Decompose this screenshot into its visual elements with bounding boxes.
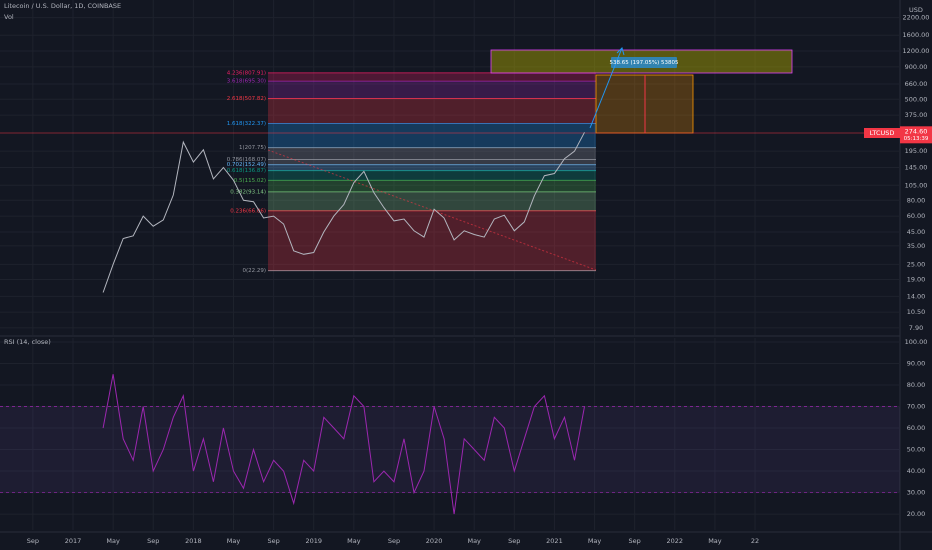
fib-band [268, 147, 596, 160]
measure-arrow-head [616, 47, 625, 56]
fib-label: 0.702(152.49) [227, 162, 266, 168]
x-tick-label: 2019 [305, 537, 322, 545]
y-tick-label: 14.00 [907, 292, 926, 300]
fib-label: 1(207.75) [239, 145, 266, 151]
x-tick-label: May [708, 537, 722, 545]
y-tick-label: 19.00 [907, 275, 926, 283]
fib-label: 0.5(115.02) [234, 178, 266, 184]
fib-label: 1.618(322.37) [227, 121, 266, 127]
header-rsi: RSI (14, close) [4, 338, 51, 346]
x-tick-label: 2020 [426, 537, 443, 545]
y-tick-label: 375.00 [905, 111, 928, 119]
fib-band [268, 123, 596, 148]
series-line [102, 374, 585, 515]
x-tick-label: Sep [27, 537, 39, 545]
last-price-box [900, 126, 932, 144]
y-tick-label: 35.00 [907, 242, 926, 250]
x-tick-label: May [588, 537, 602, 545]
y-tick-label: 105.00 [905, 181, 928, 189]
y-tick-label: 195.00 [905, 147, 928, 155]
series [102, 132, 585, 515]
x-tick-label: Sep [629, 537, 641, 545]
y-tick-label: 500.00 [905, 95, 928, 103]
symbol-tag: LTCUSD [870, 129, 895, 137]
fib-label: 0.618(136.87) [227, 168, 266, 174]
x-tick-label: May [106, 537, 120, 545]
rsi-tick-label: 20.00 [907, 510, 926, 518]
fib-band [268, 164, 596, 171]
y-tick-label: 660.00 [905, 80, 928, 88]
rsi-tick-label: 100.00 [905, 338, 928, 346]
header-symbol: Litecoin / U.S. Dollar, 1D, COINBASE [4, 2, 121, 10]
x-tick-label: 2017 [65, 537, 82, 545]
x-tick-label: May [347, 537, 361, 545]
fib-band [268, 210, 596, 271]
x-tick-label: Sep [147, 537, 159, 545]
x-tick-label: 2018 [185, 537, 202, 545]
currency: USD [909, 6, 923, 14]
fib-label: 0(22.29) [242, 268, 266, 274]
fib-band [268, 159, 596, 165]
rsi-tick-label: 50.00 [907, 446, 926, 454]
x-tick-label: 2021 [546, 537, 563, 545]
x-tick-label: Sep [388, 537, 400, 545]
fib-band [268, 191, 596, 211]
fib-band [268, 72, 596, 82]
x-tick-label: Sep [267, 537, 279, 545]
x-tick-label: 2022 [667, 537, 684, 545]
fib-band [268, 180, 596, 192]
rsi-tick-label: 30.00 [907, 489, 926, 497]
y-tick-label: 1200.00 [903, 47, 930, 55]
y-tick-label: 60.00 [907, 212, 926, 220]
series-line [102, 132, 585, 293]
fib-band [268, 81, 596, 99]
fib-label: 4.236(807.91) [227, 70, 266, 76]
y-tick-label: 25.00 [907, 260, 926, 268]
fib-label: 0.786(168.07) [227, 157, 266, 163]
header-volume: Vol [4, 13, 14, 21]
y-tick-label: 7.90 [909, 324, 923, 332]
fib-band [268, 170, 596, 181]
rsi-tick-label: 90.00 [907, 359, 926, 367]
countdown: 05:13:39 [904, 136, 929, 142]
fibonacci: 0(22.29) 0.236(66.06) 0.382(93.14) 0.5(115.… [227, 70, 596, 274]
rsi-tick-label: 40.00 [907, 467, 926, 475]
measure-label-box [611, 57, 677, 68]
y-tick-label: 80.00 [907, 196, 926, 204]
rsi-tick-label: 80.00 [907, 381, 926, 389]
x-tick-label: 22 [751, 537, 759, 545]
rsi-tick-label: 60.00 [907, 424, 926, 432]
fib-band [268, 98, 596, 124]
y-tick-label: 45.00 [907, 228, 926, 236]
fib-label: 0.236(66.06) [230, 208, 266, 214]
y-tick-label: 1600.00 [903, 31, 930, 39]
y-tick-label: 2200.00 [903, 14, 930, 22]
last-price: 274.60 [905, 127, 928, 135]
symbol-tag-box [864, 128, 900, 138]
fib-label: 3.618(695.30) [227, 79, 266, 85]
x-tick-label: May [227, 537, 241, 545]
x-tick-label: Sep [508, 537, 520, 545]
rsi-tick-label: 70.00 [907, 403, 926, 411]
fib-label: 0.382(93.14) [230, 189, 266, 195]
x-tick-label: May [467, 537, 481, 545]
measure-label: 538.65 (197.05%) 53805 [610, 60, 680, 66]
y-tick-label: 900.00 [905, 63, 928, 71]
fib-label: 2.618(507.82) [227, 96, 266, 102]
y-tick-label: 145.00 [905, 164, 928, 172]
y-tick-label: 10.50 [907, 308, 926, 316]
